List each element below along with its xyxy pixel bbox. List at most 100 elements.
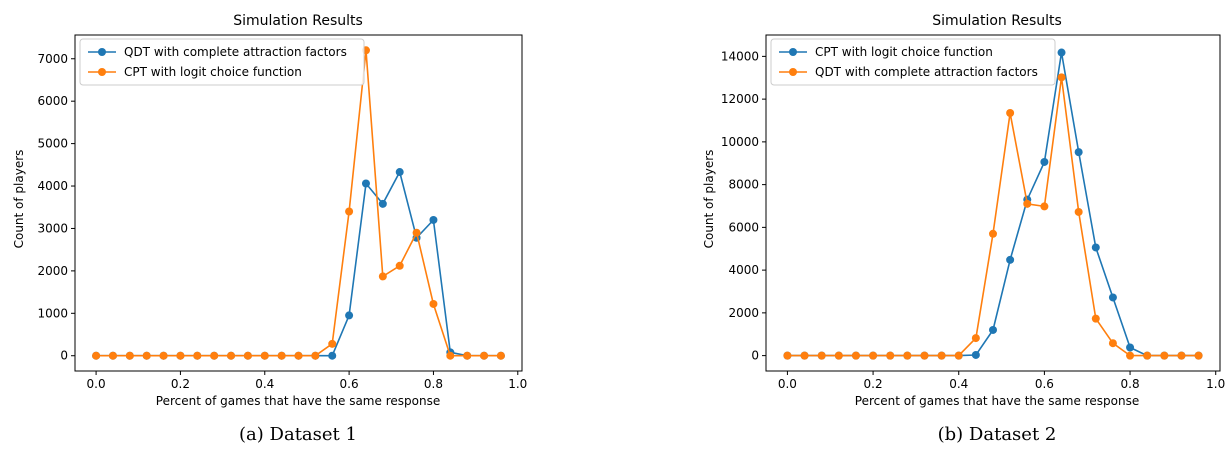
data-point [1126,351,1135,360]
data-point [277,351,286,360]
chart-dataset-2: Simulation Results Percent of games that… [702,13,1225,445]
chart-title: Simulation Results [233,13,363,29]
series-line-1 [787,52,1199,357]
x-tick-label: 1.0 [508,377,527,391]
x-tick-label: 0.6 [1035,377,1054,391]
data-point [920,351,929,360]
data-point [851,351,860,360]
data-point [395,168,404,177]
data-point [971,334,980,343]
data-point [378,272,387,281]
data-point [243,351,252,360]
y-tick-label: 2000 [728,306,759,320]
legend-box [79,38,365,86]
y-tick-label: 2000 [37,264,68,278]
y-tick-label: 4000 [728,263,759,277]
y-axis-label: Count of players [12,150,26,249]
data-point [1091,314,1100,323]
data-point [989,229,997,238]
data-point [989,325,997,334]
data-point [817,351,826,360]
y-axis-label: Count of players [702,150,716,249]
data-point [1006,255,1015,264]
legend-marker-swatch [98,68,106,76]
legend-entry-2: CPT with logit choice function [124,65,302,79]
y-tick-label: 5000 [37,137,68,151]
x-tick-label: 0.6 [340,377,359,391]
data-point [210,351,219,360]
x-axis-label: Percent of games that have the same resp… [156,394,440,408]
y-tick-label: 4000 [37,179,68,193]
plot-frame [765,34,1221,372]
data-point [1091,243,1100,252]
y-tick-label: 12000 [721,92,759,106]
data-point [1040,157,1049,166]
data-point [142,351,151,360]
plot-frame [74,34,523,372]
data-point [834,351,843,360]
y-tick-label: 8000 [728,178,759,192]
data-point [193,351,202,360]
figure-caption: (a) Dataset 1 [239,424,357,445]
x-tick-label: 0.0 [87,377,106,391]
legend-marker-swatch [789,48,797,56]
data-point [1074,148,1083,157]
y-tick-label: 7000 [37,52,68,66]
y-tick-label: 0 [60,349,68,363]
data-point [412,228,421,237]
data-point [1074,207,1083,216]
data-point [1194,351,1203,360]
data-point [429,215,438,224]
data-point [496,351,505,360]
x-tick-label: 0.8 [1121,377,1140,391]
series-line-2 [787,77,1199,357]
data-point [345,311,354,320]
y-tick-label: 6000 [37,94,68,108]
y-tick-label: 3000 [37,221,68,235]
data-point [345,207,354,216]
data-point [378,199,387,208]
x-tick-label: 1.0 [1206,377,1225,391]
data-point [463,351,472,360]
y-tick-label: 10000 [721,135,759,149]
data-point [783,351,792,360]
data-point [176,351,185,360]
series-line-2 [96,50,501,357]
y-tick-label: 0 [751,349,759,363]
chart-title: Simulation Results [932,13,1062,29]
data-point [971,350,980,359]
data-point [92,351,101,360]
x-tick-label: 0.2 [864,377,883,391]
y-tick-label: 1000 [37,306,68,320]
figure-caption: (b) Dataset 2 [938,424,1057,445]
data-point [1057,48,1066,57]
data-point [1108,293,1117,302]
data-point [429,299,438,308]
data-point [1108,339,1117,348]
data-point [260,351,269,360]
x-tick-label: 0.2 [171,377,190,391]
data-point [869,351,878,360]
x-tick-label: 0.8 [424,377,443,391]
data-point [328,351,337,360]
data-point [937,351,946,360]
data-point [328,339,337,348]
data-point [125,351,134,360]
y-tick-label: 6000 [728,220,759,234]
x-tick-label: 0.0 [778,377,797,391]
legend-entry-1: QDT with complete attraction factors [124,45,347,59]
legend-marker-swatch [789,68,797,76]
data-point [1023,199,1032,208]
y-tick-label: 14000 [721,49,759,63]
legend-entry-1: CPT with logit choice function [815,45,993,59]
data-point [800,351,809,360]
data-point [886,351,895,360]
data-point [1057,73,1066,82]
data-point [1160,351,1169,360]
legend-entry-2: QDT with complete attraction factors [815,65,1038,79]
legend-box [770,38,1056,86]
legend-marker-swatch [98,48,106,56]
x-tick-label: 0.4 [255,377,274,391]
data-point [1143,351,1152,360]
